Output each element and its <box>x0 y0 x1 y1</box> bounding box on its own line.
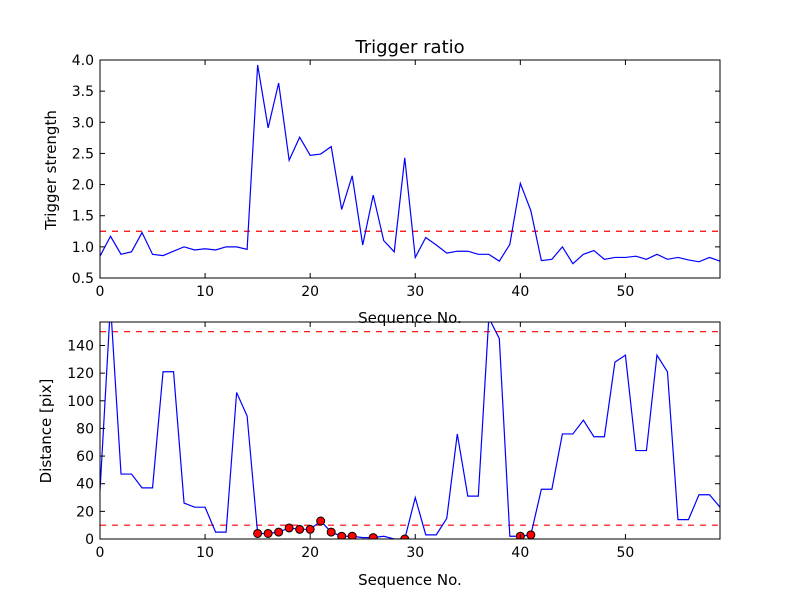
data-point <box>263 528 273 538</box>
plot-frame <box>99 59 721 279</box>
x-tick-label: 30 <box>406 545 424 561</box>
x-tick-label: 40 <box>511 545 529 561</box>
data-point <box>253 528 263 538</box>
y-tick-label: 0 <box>85 532 94 548</box>
y-tick-label: 3.5 <box>72 84 94 100</box>
y-tick-label: 3.0 <box>72 115 94 131</box>
data-point <box>337 531 347 539</box>
y-tick-label: 4.0 <box>72 53 94 69</box>
series-line <box>100 64 720 265</box>
y-tick-label: 20 <box>76 504 94 520</box>
data-point <box>284 523 294 533</box>
y-tick-label: 2.0 <box>72 178 94 194</box>
x-tick-label: 50 <box>617 284 635 300</box>
data-point <box>368 533 378 539</box>
y-tick-label: 0.5 <box>72 271 94 287</box>
data-point <box>274 527 284 537</box>
trigger-ratio-plot: Trigger ratio Sequence No. Trigger stren… <box>42 37 721 327</box>
data-point <box>347 531 357 539</box>
y-tick-label: 1.0 <box>72 240 94 256</box>
x-tick-label: 0 <box>96 545 105 561</box>
x-tick-label: 30 <box>406 284 424 300</box>
x-tick-label: 40 <box>511 284 529 300</box>
y-tick-label: 60 <box>76 449 94 465</box>
x-tick-label: 20 <box>301 545 319 561</box>
data-point <box>316 516 326 526</box>
data-point <box>526 530 536 539</box>
plot-area <box>100 64 720 265</box>
data-point <box>295 524 305 534</box>
x-axis-label: Sequence No. <box>358 309 462 327</box>
y-tick-label: 80 <box>76 421 94 437</box>
y-axis-label: Trigger strength <box>42 110 60 231</box>
x-axis-label: Sequence No. <box>358 571 462 589</box>
x-tick-label: 50 <box>617 545 635 561</box>
x-tick-label: 10 <box>196 284 214 300</box>
y-tick-label: 140 <box>67 338 94 354</box>
y-tick-label: 40 <box>76 477 94 493</box>
data-point <box>326 527 336 537</box>
y-tick-label: 2.5 <box>72 146 94 162</box>
y-tick-label: 100 <box>67 394 94 410</box>
plot-area <box>100 322 720 539</box>
x-tick-label: 10 <box>196 545 214 561</box>
data-point <box>400 534 410 539</box>
y-tick-label: 120 <box>67 366 94 382</box>
series-line <box>100 322 720 539</box>
chart-title: Trigger ratio <box>354 37 464 58</box>
distance-plot: Sequence No. Distance [pix] 0 10 20 30 40 50 0… <box>37 321 721 589</box>
plot-frame <box>99 321 721 540</box>
x-tick-label: 20 <box>301 284 319 300</box>
data-point <box>305 524 315 534</box>
y-tick-label: 1.5 <box>72 209 94 225</box>
x-tick-label: 0 <box>96 284 105 300</box>
y-axis-label: Distance [pix] <box>37 379 55 484</box>
